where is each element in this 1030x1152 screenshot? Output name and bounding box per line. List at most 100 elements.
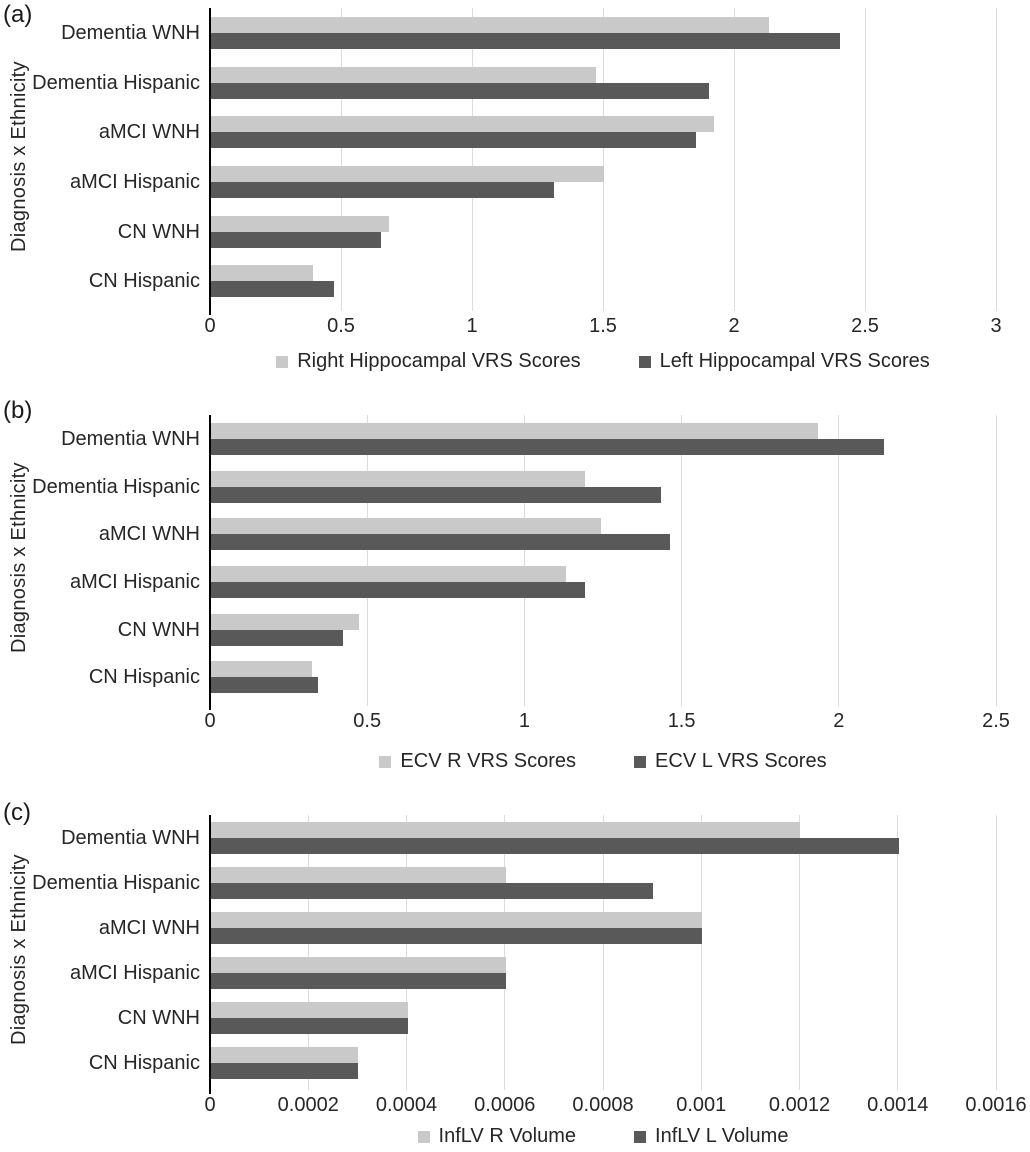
bar-series-left — [211, 281, 334, 298]
category-label: aMCI Hispanic — [69, 570, 200, 593]
bar-series-right — [211, 518, 601, 535]
legend-entry: ECV L VRS Scores — [634, 750, 827, 773]
gridline — [700, 815, 702, 1090]
gridline — [366, 415, 368, 706]
x-tick-label: 0.0014 — [867, 1094, 929, 1116]
bar-series-left — [211, 82, 709, 99]
bar-series-right — [211, 956, 506, 973]
category-label: CN WNH — [117, 220, 200, 243]
legend: ECV R VRS Scores ECV L VRS Scores — [210, 750, 996, 773]
x-tick-label: 0.0012 — [768, 1094, 831, 1116]
x-tick-label: 0 — [204, 1094, 216, 1116]
bar-series-left — [211, 438, 884, 455]
legend: Right Hippocampal VRS Scores Left Hippoca… — [210, 350, 996, 373]
bar-series-right — [211, 821, 800, 838]
category-label: aMCI Hispanic — [69, 170, 200, 193]
legend-entry: Right Hippocampal VRS Scores — [276, 350, 581, 373]
x-tick-label: 0 — [204, 315, 216, 337]
bar-series-left — [211, 231, 381, 248]
x-tick-label: 1 — [518, 710, 530, 732]
bar-series-left — [211, 927, 702, 944]
legend-swatch-light — [417, 1130, 430, 1143]
bar-series-left — [211, 132, 696, 149]
bar-series-right — [211, 66, 596, 83]
category-label: CN WNH — [117, 1006, 200, 1029]
category-label: CN Hispanic — [88, 1051, 200, 1074]
panel-letter: (a) — [3, 1, 33, 28]
legend-label: InfLV L Volume — [655, 1125, 789, 1147]
gridline — [471, 8, 473, 311]
gridline — [897, 815, 899, 1090]
gridline — [733, 8, 735, 311]
category-label: Dementia WNH — [61, 21, 200, 44]
bar-series-left — [211, 32, 840, 49]
panel-b: (b) Diagnosis x Ethnicity Dementia WNH Deme… — [0, 393, 1030, 788]
bar-series-right — [211, 911, 702, 928]
bar-series-left — [211, 181, 554, 198]
legend-label: ECV R VRS Scores — [400, 750, 577, 772]
gridline — [799, 815, 800, 1090]
bar-series-left — [211, 629, 343, 646]
x-tick-label: 0.001 — [676, 1094, 727, 1116]
category-label: aMCI Hispanic — [69, 961, 200, 984]
x-tick-label: 0.0016 — [965, 1094, 1027, 1116]
category-label: Dementia WNH — [61, 427, 200, 450]
bar-series-right — [211, 1001, 408, 1018]
x-tick-label: 2 — [728, 315, 740, 337]
legend-label: InfLV R Volume — [438, 1125, 577, 1147]
legend-swatch-dark — [634, 755, 647, 768]
bar-series-right — [211, 866, 506, 883]
bar-series-left — [211, 534, 670, 551]
bar-series-left — [211, 486, 661, 503]
gridline — [406, 815, 407, 1090]
bar-series-left — [211, 581, 585, 598]
gridline — [602, 815, 604, 1090]
legend-swatch-dark — [638, 355, 651, 368]
bar-series-left — [211, 882, 653, 899]
x-tick-label: 0.5 — [327, 315, 355, 337]
gridline — [864, 8, 866, 311]
panel-c: (c) Diagnosis x Ethnicity Dementia WNH Deme… — [0, 788, 1030, 1152]
panel-a: (a) Diagnosis x Ethnicity Dementia WNH Deme… — [0, 0, 1030, 393]
legend-entry: InfLV L Volume — [634, 1125, 788, 1148]
panel-letter: (c) — [3, 799, 31, 826]
panel-letter: (b) — [3, 397, 33, 424]
bar-series-left — [211, 972, 506, 989]
category-label: CN Hispanic — [88, 666, 200, 689]
gridline — [340, 8, 342, 311]
legend-entry: Left Hippocampal VRS Scores — [638, 350, 930, 373]
x-tick-label: 0.0004 — [375, 1094, 438, 1116]
y-axis-title: Diagnosis x Ethnicity — [8, 854, 30, 1046]
x-tick-label: 0.5 — [353, 710, 382, 732]
legend-entry: ECV R VRS Scores — [379, 750, 576, 773]
gridline — [504, 815, 506, 1090]
bar-series-right — [211, 215, 389, 232]
legend-label: ECV L VRS Scores — [655, 750, 827, 772]
bar-series-right — [211, 613, 359, 630]
y-axis-line — [209, 8, 211, 315]
gridline — [995, 8, 997, 311]
bar-series-left — [211, 1062, 358, 1079]
x-tick-label: 2.5 — [982, 710, 1010, 732]
x-tick-label: 2.5 — [851, 315, 879, 337]
gridline — [523, 415, 525, 706]
bar-series-right — [211, 16, 769, 33]
bar-series-right — [211, 661, 312, 678]
y-axis-line — [209, 415, 211, 710]
legend-swatch-light — [379, 755, 392, 768]
bar-series-right — [211, 470, 585, 487]
y-axis-title: Diagnosis x Ethnicity — [8, 61, 30, 253]
bar-series-right — [211, 422, 818, 439]
category-label: Dementia Hispanic — [32, 871, 200, 894]
x-tick-label: 0.0002 — [277, 1094, 339, 1116]
bar-series-left — [211, 837, 899, 854]
bar-series-right — [211, 165, 604, 182]
category-label: aMCI WNH — [98, 121, 200, 144]
x-tick-label: 0.0006 — [474, 1094, 536, 1116]
category-label: Dementia Hispanic — [32, 71, 200, 94]
bar-series-left — [211, 677, 318, 694]
gridline — [307, 815, 309, 1090]
x-tick-label: 2 — [833, 710, 845, 732]
gridline — [995, 815, 997, 1090]
